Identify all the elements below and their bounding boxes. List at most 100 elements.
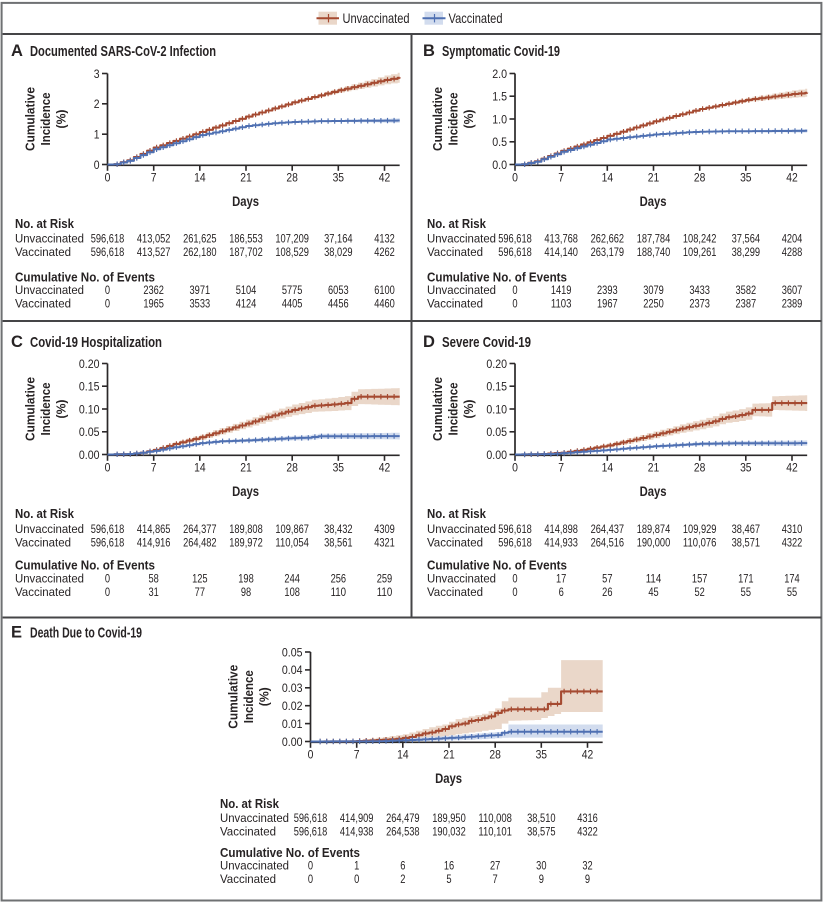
- svg-text:Death Due to Covid-19: Death Due to Covid-19: [30, 625, 142, 642]
- svg-text:Cumulative: Cumulative: [22, 87, 37, 151]
- svg-text:261,625: 261,625: [183, 231, 217, 245]
- svg-text:109,261: 109,261: [683, 245, 717, 259]
- svg-text:187,784: 187,784: [637, 231, 671, 245]
- svg-text:3971: 3971: [190, 283, 211, 297]
- svg-text:244: 244: [284, 572, 300, 586]
- svg-text:42: 42: [582, 748, 594, 762]
- svg-text:16: 16: [444, 859, 454, 873]
- svg-text:596,618: 596,618: [91, 231, 125, 245]
- svg-text:189,972: 189,972: [229, 536, 263, 550]
- svg-text:3607: 3607: [782, 283, 803, 297]
- svg-text:0: 0: [308, 859, 313, 873]
- svg-text:0.00: 0.00: [486, 448, 507, 462]
- svg-text:2393: 2393: [597, 283, 618, 297]
- svg-text:58: 58: [149, 572, 159, 586]
- svg-text:38,467: 38,467: [732, 522, 760, 536]
- svg-text:0: 0: [512, 296, 517, 310]
- svg-text:A: A: [11, 42, 23, 60]
- svg-text:4288: 4288: [782, 245, 803, 259]
- svg-text:31: 31: [149, 585, 159, 599]
- svg-text:4310: 4310: [782, 522, 803, 536]
- svg-text:4316: 4316: [577, 811, 598, 825]
- svg-text:Days: Days: [640, 483, 667, 499]
- svg-text:38,029: 38,029: [324, 245, 352, 259]
- svg-text:0.02: 0.02: [282, 699, 303, 713]
- svg-text:596,618: 596,618: [498, 522, 532, 536]
- svg-text:6: 6: [559, 585, 564, 599]
- svg-text:B: B: [423, 42, 435, 60]
- svg-text:1: 1: [354, 859, 359, 873]
- svg-text:D: D: [423, 333, 435, 351]
- svg-text:6053: 6053: [328, 283, 349, 297]
- svg-text:110: 110: [377, 585, 393, 599]
- svg-text:(%): (%): [54, 110, 69, 129]
- svg-text:Vaccinated: Vaccinated: [15, 585, 71, 599]
- svg-text:35: 35: [333, 461, 345, 475]
- svg-text:21: 21: [443, 748, 455, 762]
- svg-text:7: 7: [151, 461, 157, 475]
- svg-text:17: 17: [556, 572, 566, 586]
- svg-text:2373: 2373: [689, 296, 710, 310]
- svg-text:5: 5: [446, 872, 451, 886]
- svg-text:Unvaccinated: Unvaccinated: [15, 283, 84, 297]
- svg-text:110,054: 110,054: [275, 536, 309, 550]
- svg-text:596,618: 596,618: [498, 231, 532, 245]
- svg-text:Cumulative No. of Events: Cumulative No. of Events: [15, 270, 155, 284]
- svg-text:Cumulative No. of Events: Cumulative No. of Events: [15, 559, 155, 573]
- svg-text:Cumulative: Cumulative: [22, 377, 37, 441]
- svg-text:414,865: 414,865: [137, 522, 171, 536]
- svg-text:35: 35: [740, 461, 752, 475]
- svg-text:596,618: 596,618: [91, 522, 125, 536]
- svg-text:Unvaccinated: Unvaccinated: [427, 231, 496, 245]
- svg-text:No. at Risk: No. at Risk: [427, 217, 487, 231]
- svg-text:26: 26: [602, 585, 612, 599]
- svg-text:4262: 4262: [374, 245, 395, 259]
- svg-text:21: 21: [648, 461, 660, 475]
- svg-text:4456: 4456: [328, 296, 349, 310]
- svg-text:5104: 5104: [236, 283, 257, 297]
- svg-text:Days: Days: [435, 770, 462, 786]
- svg-text:0.10: 0.10: [79, 402, 100, 416]
- svg-text:27: 27: [490, 859, 500, 873]
- svg-text:Vaccinated: Vaccinated: [427, 585, 483, 599]
- svg-text:596,618: 596,618: [498, 536, 532, 550]
- svg-text:256: 256: [331, 572, 347, 586]
- svg-text:110,008: 110,008: [478, 811, 512, 825]
- svg-text:259: 259: [377, 572, 393, 586]
- svg-text:262,662: 262,662: [591, 231, 625, 245]
- svg-text:3533: 3533: [190, 296, 211, 310]
- svg-text:35: 35: [536, 748, 548, 762]
- svg-text:1103: 1103: [551, 296, 572, 310]
- svg-text:28: 28: [694, 461, 706, 475]
- svg-text:264,377: 264,377: [183, 522, 217, 536]
- svg-text:109,867: 109,867: [275, 522, 309, 536]
- svg-text:2: 2: [94, 97, 100, 111]
- svg-text:21: 21: [240, 171, 252, 185]
- svg-text:Vaccinated: Vaccinated: [15, 536, 71, 550]
- svg-text:0.10: 0.10: [486, 402, 507, 416]
- svg-text:108,529: 108,529: [275, 245, 309, 259]
- svg-text:0: 0: [512, 171, 518, 185]
- svg-text:(%): (%): [461, 110, 476, 129]
- svg-text:28: 28: [286, 461, 298, 475]
- svg-text:413,527: 413,527: [137, 245, 171, 259]
- svg-text:21: 21: [648, 171, 660, 185]
- svg-text:2.0: 2.0: [492, 67, 507, 81]
- svg-text:C: C: [11, 333, 23, 351]
- svg-text:114: 114: [646, 572, 662, 586]
- svg-text:Incidence: Incidence: [446, 93, 461, 146]
- svg-text:35: 35: [740, 171, 752, 185]
- svg-text:264,437: 264,437: [591, 522, 625, 536]
- svg-text:4322: 4322: [577, 824, 598, 838]
- svg-text:7: 7: [493, 872, 498, 886]
- svg-text:414,938: 414,938: [340, 824, 374, 838]
- svg-text:37,564: 37,564: [732, 231, 760, 245]
- svg-text:0: 0: [308, 748, 314, 762]
- svg-text:Unvaccinated: Unvaccinated: [15, 231, 84, 245]
- svg-text:414,140: 414,140: [544, 245, 578, 259]
- svg-text:Unvaccinated: Unvaccinated: [427, 283, 496, 297]
- svg-text:Vaccinated: Vaccinated: [449, 11, 503, 26]
- svg-text:38,571: 38,571: [732, 536, 760, 550]
- svg-text:596,618: 596,618: [498, 245, 532, 259]
- svg-text:1: 1: [94, 127, 100, 141]
